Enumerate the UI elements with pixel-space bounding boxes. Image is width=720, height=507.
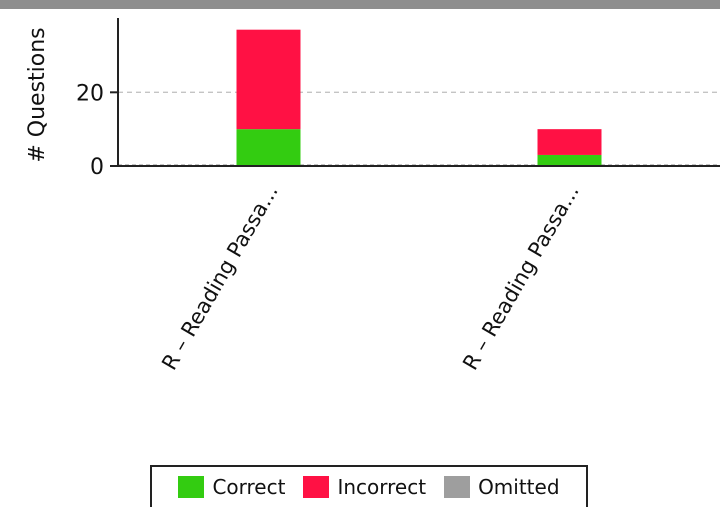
y-tick-label-0: 0 bbox=[90, 155, 104, 180]
bar-correct-2 bbox=[537, 154, 602, 166]
legend-item-incorrect: Incorrect bbox=[303, 475, 426, 499]
chart-title-bar bbox=[0, 0, 720, 9]
y-axis-title: # Questions bbox=[25, 27, 50, 162]
y-tick-label-20: 20 bbox=[76, 81, 104, 106]
category-label-2: R – Reading Passa... bbox=[458, 181, 584, 375]
legend: Correct Incorrect Omitted bbox=[150, 465, 588, 507]
grid-lines bbox=[118, 91, 720, 166]
bar-incorrect-2 bbox=[537, 129, 602, 155]
legend-swatch-omitted bbox=[444, 476, 471, 498]
category-label-1: R – Reading Passa... bbox=[157, 181, 283, 375]
legend-label-incorrect: Incorrect bbox=[337, 475, 427, 499]
legend-swatch-correct bbox=[178, 476, 205, 498]
bar-chart: # Questions 020 R – Reading Passa... R – … bbox=[25, 18, 720, 375]
category-labels: R – Reading Passa... R – Reading Passa... bbox=[157, 181, 584, 375]
y-ticks: 0 20 bbox=[76, 81, 118, 180]
bars bbox=[236, 29, 602, 166]
legend-item-omitted: Omitted bbox=[444, 475, 560, 499]
bar-incorrect-1 bbox=[236, 29, 301, 130]
legend-label-omitted: Omitted bbox=[478, 475, 560, 499]
legend-swatch-incorrect bbox=[303, 476, 330, 498]
legend-item-correct: Correct bbox=[178, 475, 285, 499]
bar-correct-1 bbox=[236, 129, 301, 166]
legend-label-correct: Correct bbox=[212, 475, 286, 499]
